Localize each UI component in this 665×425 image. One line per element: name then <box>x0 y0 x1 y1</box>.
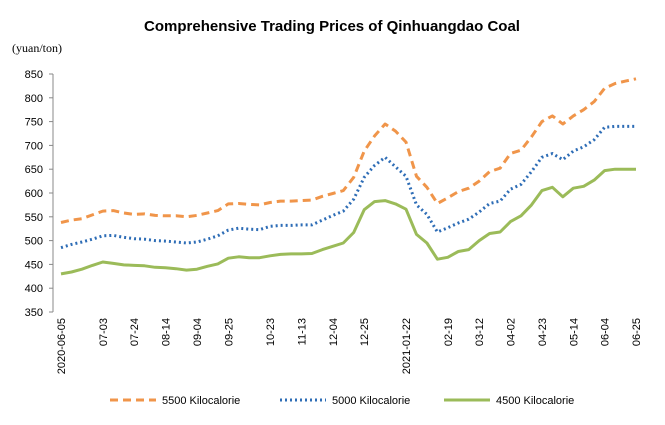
y-axis-unit-label: (yuan/ton) <box>12 41 62 55</box>
legend-label-5500: 5500 Kilocalorie <box>162 395 240 407</box>
legend-label-5000: 5000 Kilocalorie <box>332 395 410 407</box>
x-tick-label: 08-14 <box>161 318 173 346</box>
y-tick-label: 450 <box>25 259 43 271</box>
x-tick-label: 02-19 <box>443 318 455 346</box>
x-tick-label: 2021-01-22 <box>401 318 413 374</box>
x-tick-label: 04-23 <box>537 318 549 346</box>
y-tick-label: 600 <box>25 188 43 200</box>
y-tick-label: 350 <box>25 307 43 319</box>
y-tick-label: 700 <box>25 140 43 152</box>
x-tick-label: 06-25 <box>631 318 643 346</box>
y-tick-label: 650 <box>25 164 43 176</box>
x-tick-label: 12-25 <box>359 318 371 346</box>
x-tick-label: 2020-06-05 <box>56 318 68 374</box>
x-tick-label: 09-25 <box>223 318 235 346</box>
legend-label-4500: 4500 Kilocalorie <box>496 395 574 407</box>
y-tick-label: 850 <box>25 69 43 81</box>
y-tick-label: 500 <box>25 236 43 248</box>
x-tick-label: 06-04 <box>600 318 612 346</box>
y-tick-label: 400 <box>25 283 43 295</box>
y-axis-ticks: 350 400 450 500 550 600 650 700 750 800 850 <box>25 69 53 319</box>
series-line-5500 <box>60 77 637 224</box>
x-axis-ticks: 2020-06-05 07-03 07-24 08-14 09-04 09-25 10-23… <box>56 318 643 374</box>
y-tick-label: 800 <box>25 93 43 105</box>
x-tick-label: 10-23 <box>265 318 277 346</box>
x-tick-label: 07-24 <box>129 318 141 346</box>
x-tick-label: 11-13 <box>296 318 308 345</box>
x-tick-label: 09-04 <box>192 318 204 346</box>
series-layer <box>60 77 637 276</box>
x-tick-label: 07-03 <box>98 318 110 346</box>
y-tick-label: 750 <box>25 117 43 129</box>
x-tick-label: 04-02 <box>506 318 518 346</box>
x-tick-label: 03-12 <box>474 318 486 346</box>
x-tick-label: 05-14 <box>568 318 580 346</box>
series-line-4500 <box>60 167 636 276</box>
y-tick-label: 550 <box>25 212 43 224</box>
x-tick-label: 12-04 <box>328 318 340 346</box>
chart-title: Comprehensive Trading Prices of Qinhuang… <box>144 18 520 35</box>
legend: 5500 Kilocalorie 5000 Kilocalorie 4500 Kil… <box>110 395 574 407</box>
